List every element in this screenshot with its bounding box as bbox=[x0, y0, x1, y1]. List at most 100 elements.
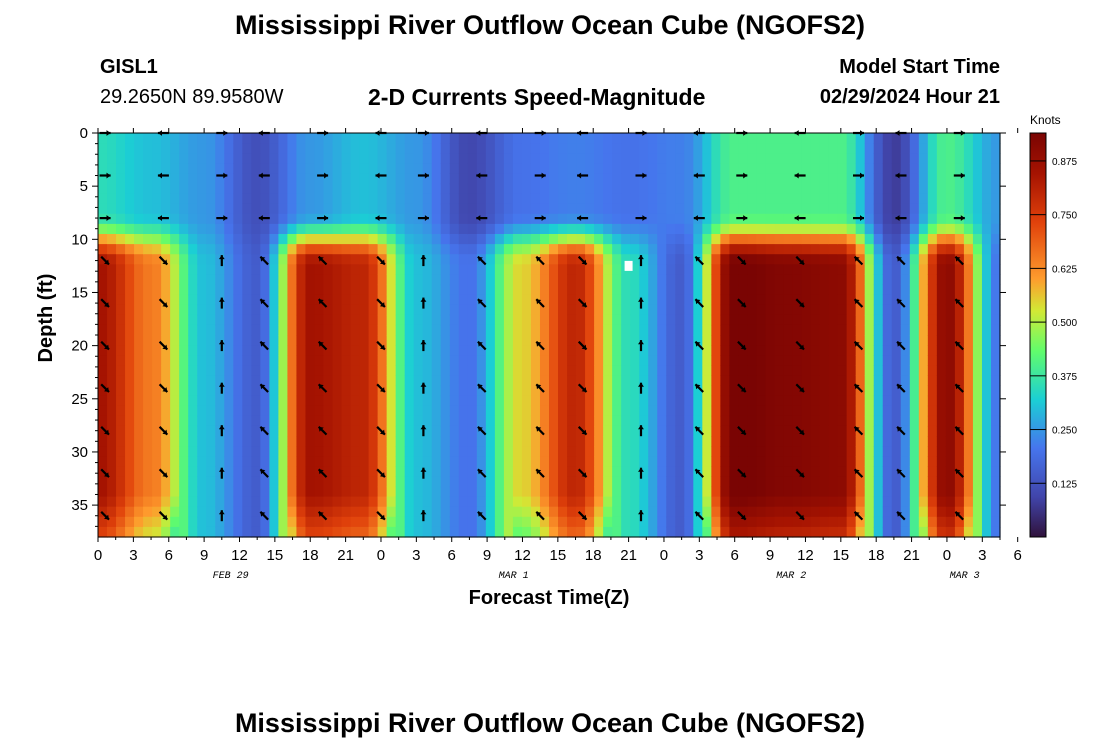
heatmap-cell bbox=[296, 506, 307, 518]
heatmap-cell bbox=[549, 133, 559, 144]
heatmap-cell bbox=[134, 223, 144, 235]
heatmap-cell bbox=[621, 173, 631, 185]
heatmap-cell bbox=[855, 506, 866, 518]
heatmap-cell bbox=[422, 264, 433, 275]
heatmap-cell bbox=[251, 425, 261, 437]
heatmap-cell bbox=[666, 264, 676, 275]
heatmap-cell bbox=[530, 446, 541, 457]
y-axis-label: Depth (ft) bbox=[35, 274, 57, 363]
heatmap-cell bbox=[648, 193, 658, 205]
heatmap-cell bbox=[981, 516, 992, 528]
heatmap-cell bbox=[675, 456, 685, 467]
heatmap-cell bbox=[918, 385, 929, 397]
heatmap-cell bbox=[197, 456, 207, 467]
heatmap-cell bbox=[693, 284, 703, 296]
heatmap-cell bbox=[612, 526, 622, 538]
heatmap-cell bbox=[467, 486, 478, 498]
heatmap-cell bbox=[855, 345, 866, 356]
heatmap-cell bbox=[558, 466, 568, 477]
heatmap-cell bbox=[630, 284, 640, 296]
heatmap-cell bbox=[161, 526, 171, 538]
heatmap-cell bbox=[215, 163, 225, 174]
heatmap-cell bbox=[530, 506, 541, 518]
heatmap-cell bbox=[107, 496, 117, 508]
heatmap-cell bbox=[873, 405, 884, 417]
heatmap-cell bbox=[278, 375, 289, 387]
heatmap-cell bbox=[386, 173, 397, 185]
heatmap-cell bbox=[440, 223, 451, 235]
heatmap-cell bbox=[675, 375, 685, 387]
heatmap-cell bbox=[801, 466, 812, 477]
heatmap-cell bbox=[197, 163, 207, 174]
heatmap-cell bbox=[954, 244, 965, 255]
heatmap-cell bbox=[666, 284, 676, 296]
heatmap-cell bbox=[296, 486, 307, 498]
current-vector-arrow bbox=[954, 468, 964, 478]
heatmap-cell bbox=[341, 234, 352, 245]
heatmap-cell bbox=[873, 476, 884, 488]
heatmap-cell bbox=[810, 436, 821, 447]
heatmap-cell bbox=[963, 163, 974, 174]
heatmap-cell bbox=[368, 446, 379, 457]
heatmap-cell bbox=[603, 234, 613, 245]
heatmap-cell bbox=[458, 365, 469, 376]
heatmap-cell bbox=[855, 446, 866, 457]
heatmap-cell bbox=[494, 335, 505, 346]
heatmap-cell bbox=[837, 244, 848, 255]
heatmap-cell bbox=[233, 415, 243, 427]
heatmap-cell bbox=[558, 345, 568, 356]
heatmap-cell bbox=[188, 133, 198, 144]
heatmap-cell bbox=[269, 294, 279, 306]
heatmap-cell bbox=[837, 345, 848, 356]
heatmap-cell bbox=[630, 335, 640, 346]
heatmap-cell bbox=[639, 415, 649, 427]
heatmap-cell bbox=[747, 446, 758, 457]
heatmap-cell bbox=[440, 133, 451, 144]
heatmap-cell bbox=[693, 234, 703, 245]
heatmap-cell bbox=[395, 284, 406, 296]
heatmap-cell bbox=[467, 213, 478, 225]
heatmap-cell bbox=[152, 284, 162, 296]
heatmap-cell bbox=[233, 163, 243, 174]
heatmap-cell bbox=[467, 365, 478, 376]
heatmap-cell bbox=[828, 395, 839, 407]
heatmap-cell bbox=[729, 294, 740, 306]
heatmap-cell bbox=[720, 375, 730, 387]
heatmap-cell bbox=[233, 213, 243, 225]
heatmap-cell bbox=[576, 456, 586, 467]
current-vector-arrow bbox=[317, 426, 328, 436]
heatmap-cell bbox=[936, 506, 947, 518]
heatmap-cell bbox=[224, 193, 234, 205]
heatmap-cell bbox=[332, 304, 343, 316]
heatmap-cell bbox=[143, 456, 153, 467]
heatmap-cell bbox=[359, 183, 370, 195]
heatmap-cell bbox=[918, 456, 929, 467]
heatmap-cell bbox=[539, 264, 550, 275]
heatmap-cell bbox=[990, 203, 1001, 215]
heatmap-cell bbox=[657, 415, 667, 427]
heatmap-cell bbox=[828, 365, 839, 376]
heatmap-cell bbox=[720, 254, 730, 265]
heatmap-cell bbox=[260, 335, 270, 346]
heatmap-cell bbox=[224, 345, 234, 356]
heatmap-cell bbox=[828, 355, 839, 366]
heatmap-cell bbox=[891, 425, 902, 437]
heatmap-cell bbox=[242, 446, 252, 457]
heatmap-cell bbox=[503, 486, 514, 498]
heatmap-cell bbox=[197, 365, 207, 376]
heatmap-cell bbox=[747, 324, 758, 336]
heatmap-cell bbox=[981, 324, 992, 336]
heatmap-cell bbox=[585, 436, 595, 447]
heatmap-cell bbox=[260, 254, 270, 265]
heatmap-cell bbox=[206, 425, 216, 437]
heatmap-cell bbox=[612, 153, 622, 164]
heatmap-cell bbox=[161, 173, 171, 185]
heatmap-cell bbox=[657, 304, 667, 316]
heatmap-cell bbox=[891, 163, 902, 174]
heatmap-cell bbox=[945, 223, 956, 235]
heatmap-cell bbox=[648, 365, 658, 376]
heatmap-cell bbox=[161, 314, 171, 326]
heatmap-cell bbox=[413, 173, 424, 185]
heatmap-cell bbox=[206, 294, 216, 306]
heatmap-cell bbox=[359, 506, 370, 518]
